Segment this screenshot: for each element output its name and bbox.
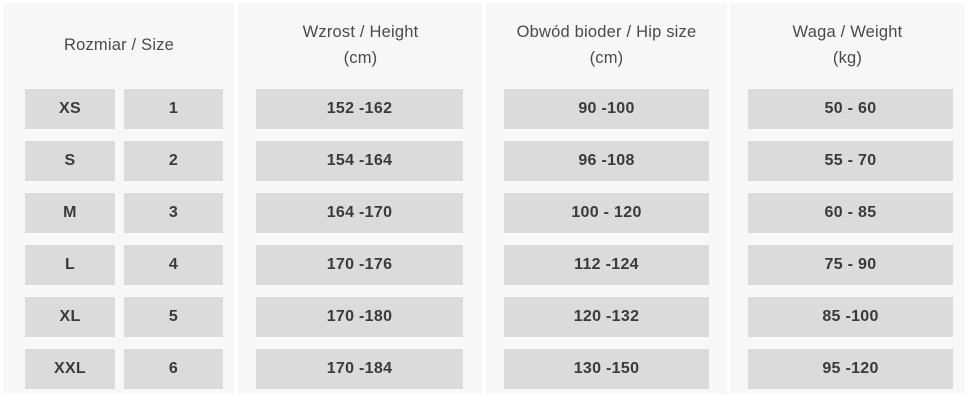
- column-header-hip: Obwód bioder / Hip size (cm): [486, 3, 727, 89]
- cell-weight: 85 -100: [748, 297, 953, 337]
- cell-hip: 120 -132: [504, 297, 709, 337]
- column-body-height: 152 -162 154 -164 164 -170 170 -176 170 …: [238, 89, 483, 389]
- table-row: XXL 6: [3, 349, 235, 389]
- table-row: 50 - 60: [730, 89, 965, 129]
- cell-height: 170 -180: [256, 297, 463, 337]
- column-body-size: XS 1 S 2 M 3 L 4 XL 5 XXL 6: [3, 89, 235, 389]
- cell-hip: 96 -108: [504, 141, 709, 181]
- cell-height: 152 -162: [256, 89, 463, 129]
- cell-size-letter: S: [25, 141, 115, 181]
- table-row: L 4: [3, 245, 235, 285]
- column-panel-size: Rozmiar / Size XS 1 S 2 M 3 L 4 XL 5: [3, 3, 235, 394]
- column-header-weight-line2: (kg): [832, 49, 863, 67]
- cell-hip: 112 -124: [504, 245, 709, 285]
- cell-size-number: 1: [124, 89, 223, 129]
- table-row: 55 - 70: [730, 141, 965, 181]
- table-row: 95 -120: [730, 349, 965, 389]
- cell-size-number: 4: [124, 245, 223, 285]
- column-header-weight-line1: Waga / Weight: [792, 23, 903, 42]
- cell-size-letter: M: [25, 193, 115, 233]
- column-header-size: Rozmiar / Size: [3, 3, 235, 89]
- cell-size-number: 3: [124, 193, 223, 233]
- cell-height: 170 -176: [256, 245, 463, 285]
- cell-hip: 90 -100: [504, 89, 709, 129]
- cell-size-letter: XS: [25, 89, 115, 129]
- table-row: 152 -162: [238, 89, 483, 129]
- column-panel-weight: Waga / Weight (kg) 50 - 60 55 - 70 60 - …: [730, 3, 965, 394]
- column-header-weight: Waga / Weight (kg): [730, 3, 965, 89]
- cell-size-letter: XL: [25, 297, 115, 337]
- table-row: 170 -176: [238, 245, 483, 285]
- table-row: 130 -150: [486, 349, 727, 389]
- column-header-size-line1: Rozmiar / Size: [63, 36, 175, 55]
- cell-hip: 130 -150: [504, 349, 709, 389]
- column-header-height: Wzrost / Height (cm): [238, 3, 483, 89]
- table-row: 154 -164: [238, 141, 483, 181]
- cell-size-letter: L: [25, 245, 115, 285]
- column-panel-hip: Obwód bioder / Hip size (cm) 90 -100 96 …: [486, 3, 727, 394]
- table-row: 75 - 90: [730, 245, 965, 285]
- column-header-hip-line1: Obwód bioder / Hip size: [516, 23, 697, 42]
- table-row: 170 -184: [238, 349, 483, 389]
- table-row: 90 -100: [486, 89, 727, 129]
- cell-height: 164 -170: [256, 193, 463, 233]
- column-header-height-line1: Wzrost / Height: [302, 23, 419, 42]
- cell-weight: 95 -120: [748, 349, 953, 389]
- cell-height: 170 -184: [256, 349, 463, 389]
- cell-hip: 100 - 120: [504, 193, 709, 233]
- cell-size-number: 6: [124, 349, 223, 389]
- table-row: 100 - 120: [486, 193, 727, 233]
- table-row: 170 -180: [238, 297, 483, 337]
- table-row: 120 -132: [486, 297, 727, 337]
- table-row: XL 5: [3, 297, 235, 337]
- cell-weight: 75 - 90: [748, 245, 953, 285]
- table-row: 85 -100: [730, 297, 965, 337]
- table-row: S 2: [3, 141, 235, 181]
- cell-weight: 50 - 60: [748, 89, 953, 129]
- column-header-height-line2: (cm): [343, 49, 378, 67]
- table-row: 112 -124: [486, 245, 727, 285]
- cell-size-number: 5: [124, 297, 223, 337]
- column-body-weight: 50 - 60 55 - 70 60 - 85 75 - 90 85 -100 …: [730, 89, 965, 389]
- column-header-hip-line2: (cm): [589, 49, 624, 67]
- table-row: 96 -108: [486, 141, 727, 181]
- column-panel-height: Wzrost / Height (cm) 152 -162 154 -164 1…: [238, 3, 483, 394]
- table-row: 60 - 85: [730, 193, 965, 233]
- cell-weight: 55 - 70: [748, 141, 953, 181]
- cell-weight: 60 - 85: [748, 193, 953, 233]
- cell-height: 154 -164: [256, 141, 463, 181]
- table-row: M 3: [3, 193, 235, 233]
- column-body-hip: 90 -100 96 -108 100 - 120 112 -124 120 -…: [486, 89, 727, 389]
- table-row: 164 -170: [238, 193, 483, 233]
- cell-size-number: 2: [124, 141, 223, 181]
- cell-size-letter: XXL: [25, 349, 115, 389]
- table-row: XS 1: [3, 89, 235, 129]
